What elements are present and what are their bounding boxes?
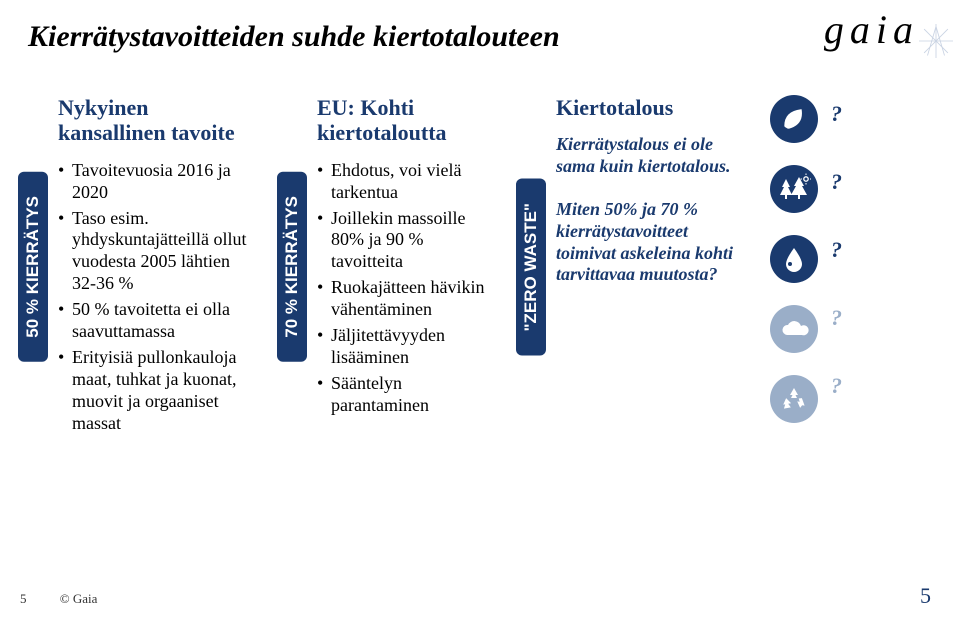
slide-title: Kierrätystavoitteiden suhde kiertotalout… — [28, 20, 560, 54]
cloud-icon — [770, 305, 818, 353]
list-item: Tavoitevuosia 2016 ja 2020 — [58, 160, 253, 204]
list-item: Joillekin massoille 80% ja 90 % tavoitte… — [317, 208, 492, 274]
question-mark-column: ? ? ? ? ? — [831, 95, 853, 399]
trees-icon — [770, 165, 818, 213]
list-item: 50 % tavoitetta ei olla saavuttamassa — [58, 299, 253, 343]
page-number-right: 5 — [920, 583, 931, 609]
leaf-icon — [770, 95, 818, 143]
qmark: ? — [831, 101, 853, 127]
copyright: © Gaia — [60, 591, 98, 606]
list-item: Ehdotus, voi vielä tarkentua — [317, 160, 492, 204]
qmark: ? — [831, 373, 853, 399]
col1-bullets: Tavoitevuosia 2016 ja 2020 Taso esim. yh… — [58, 160, 253, 435]
col3-subhead-2: Miten 50% ja 70 % kierrätystavoitteet to… — [556, 199, 751, 285]
vertical-label-50: 50 % KIERRÄTYS — [18, 172, 48, 362]
list-item: Ruokajätteen hävikin vähentäminen — [317, 277, 492, 321]
col3-subhead-1: Kierrätystalous ei ole sama kuin kiertot… — [556, 134, 751, 177]
qmark: ? — [831, 237, 853, 263]
recycle-icon — [770, 375, 818, 423]
list-item: Taso esim. yhdyskuntajätteillä ollut vuo… — [58, 208, 253, 296]
column-3: Kiertotalous Kierrätystalous ei ole sama… — [552, 95, 757, 308]
qmark: ? — [831, 305, 853, 331]
list-item: Erityisiä pullonkauloja maat, tuhkat ja … — [58, 347, 253, 435]
footer: 5 © Gaia 5 — [20, 583, 931, 609]
col1-heading: Nykyinen kansallinen tavoite — [58, 95, 253, 146]
column-2: EU: Kohti kiertotaloutta Ehdotus, voi vi… — [313, 95, 498, 421]
col3-heading: Kiertotalous — [556, 95, 751, 120]
spark-decoration — [919, 24, 953, 58]
col2-bullets: Ehdotus, voi vielä tarkentua Joillekin m… — [317, 160, 492, 417]
icon-column — [763, 95, 825, 423]
list-item: Sääntelyn parantaminen — [317, 373, 492, 417]
page-number-left: 5 — [20, 591, 27, 606]
vertical-label-70: 70 % KIERRÄTYS — [277, 172, 307, 362]
column-1: Nykyinen kansallinen tavoite Tavoitevuos… — [54, 95, 259, 439]
list-item: Jäljitettävyyden lisääminen — [317, 325, 492, 369]
gaia-logo: gaia — [824, 6, 919, 53]
qmark: ? — [831, 169, 853, 195]
water-drop-icon — [770, 235, 818, 283]
content-row: 50 % KIERRÄTYS Nykyinen kansallinen tavo… — [0, 95, 959, 439]
col2-heading: EU: Kohti kiertotaloutta — [317, 95, 492, 146]
vertical-label-zero-waste: "ZERO WASTE" — [516, 179, 546, 356]
